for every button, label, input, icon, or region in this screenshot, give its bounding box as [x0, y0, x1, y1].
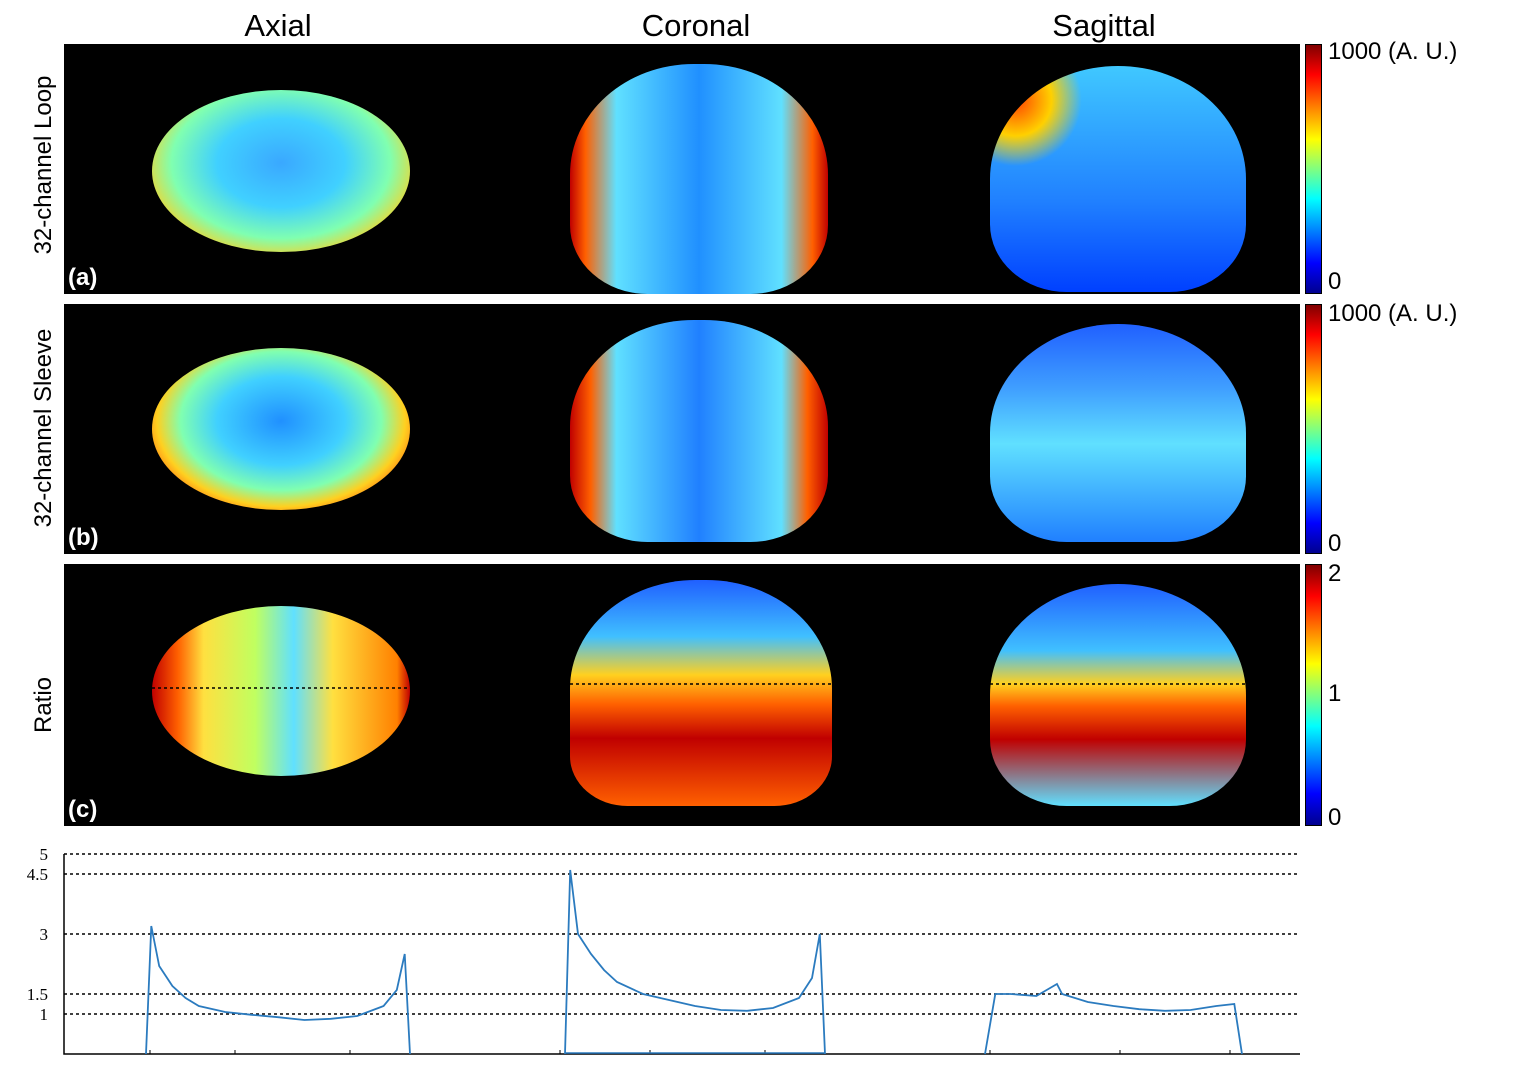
colorbar-a: [1305, 44, 1322, 294]
colorbar-b: [1305, 304, 1322, 554]
row-label-sleeve: 32-channel Sleeve: [30, 328, 57, 528]
chart-axes: [63, 854, 1300, 1055]
colorbar-b-max: 1000 (A. U.): [1328, 300, 1458, 327]
image-b-axial: [152, 348, 410, 510]
y-tick-label-0: 1: [40, 1005, 49, 1024]
series-line-coronal: [564, 869, 826, 1055]
image-c-axial: [152, 606, 410, 776]
colorbar-b-min: 0: [1328, 530, 1342, 557]
ratio-profile-lines: [152, 683, 1246, 689]
colorbar-c: [1305, 564, 1322, 826]
colorbar-a-max: 1000 (A. U.): [1328, 38, 1458, 65]
y-tick-label-3: 4.5: [27, 865, 48, 884]
image-a-axial: [152, 90, 410, 252]
image-b-coronal: [570, 320, 828, 542]
image-a-coronal: [570, 64, 828, 294]
image-c-coronal: [570, 580, 832, 806]
y-tick-label-1: 1.5: [27, 985, 48, 1004]
row-label-loop: 32-channel Loop: [30, 75, 57, 255]
image-c-sagittal: [990, 584, 1246, 806]
y-tick-label-2: 3: [40, 925, 49, 944]
panel-b: (b): [64, 304, 1300, 554]
image-b-sagittal: [990, 324, 1246, 542]
column-title-coronal: Coronal: [641, 8, 751, 43]
series-line-axial: [145, 925, 411, 1055]
colorbar-c-max: 2: [1328, 560, 1342, 587]
row-label-ratio: Ratio: [30, 676, 57, 734]
y-tick-label-4: 5: [40, 845, 49, 864]
column-title-axial: Axial: [244, 8, 312, 43]
colorbar-c-min: 0: [1328, 804, 1342, 831]
series-line-sagittal: [984, 982, 1243, 1055]
column-title-sagittal: Sagittal: [1052, 8, 1156, 43]
image-a-sagittal: [990, 66, 1246, 292]
panel-letter-c: (c): [68, 796, 98, 823]
panel-c: (c): [64, 564, 1300, 826]
colorbar-a-min: 0: [1328, 268, 1342, 295]
colorbar-c-mid: 1: [1328, 680, 1342, 707]
panel-letter-b: (b): [68, 524, 99, 551]
panel-a: (a): [64, 44, 1300, 294]
panel-letter-a: (a): [68, 264, 98, 291]
